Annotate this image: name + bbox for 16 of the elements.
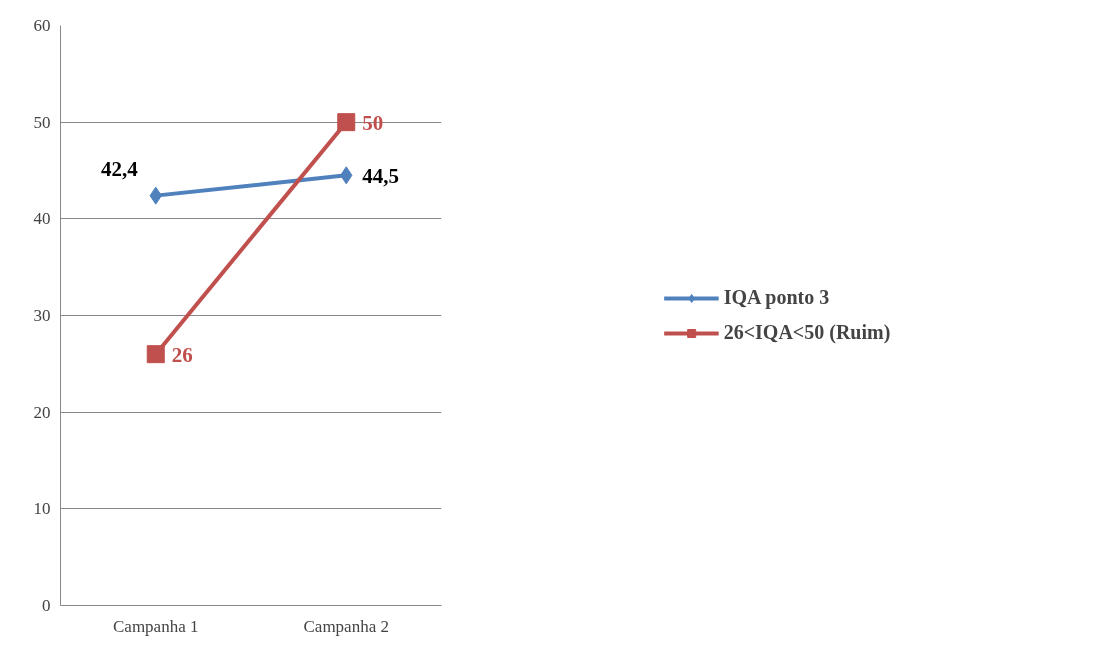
data-label: 44,5 bbox=[362, 164, 399, 189]
point bbox=[146, 345, 165, 364]
y-tick-label: 60 bbox=[33, 16, 51, 35]
y-tick-label: 20 bbox=[33, 402, 51, 422]
y-tick-label: 50 bbox=[33, 112, 51, 132]
x-tick-label: Campanha 2 bbox=[303, 616, 389, 636]
y-tick-label: 0 bbox=[42, 596, 51, 615]
y-tick-label: 30 bbox=[33, 306, 51, 325]
point bbox=[337, 113, 356, 132]
legend-label: 26<IQA<50 (Ruim) bbox=[723, 321, 891, 344]
x-tick-label: Campanha 1 bbox=[113, 616, 199, 636]
y-tick-label: 10 bbox=[33, 499, 51, 519]
data-label: 26 bbox=[171, 343, 193, 368]
data-label: 42,4 bbox=[101, 156, 139, 181]
y-tick-label: 40 bbox=[33, 209, 51, 229]
legend-label: IQA ponto 3 bbox=[723, 286, 830, 309]
